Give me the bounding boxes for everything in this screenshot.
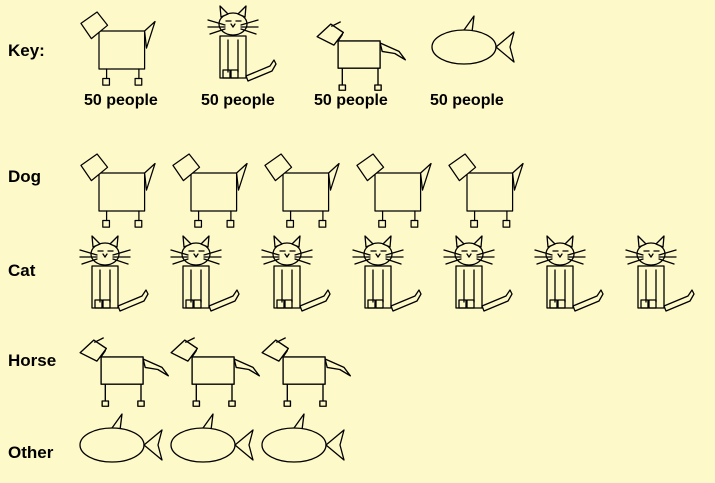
symbol-dog-3 <box>264 153 340 228</box>
row-label-horse: Horse <box>8 351 57 370</box>
key-value-horse: 50 people <box>314 92 388 109</box>
symbol-horse-2 <box>170 337 260 407</box>
symbol-cat-3 <box>261 235 331 312</box>
symbol-horse-1 <box>79 337 169 407</box>
symbol-cat-7 <box>625 235 695 312</box>
symbol-cat-5 <box>443 235 513 312</box>
symbol-cat-6 <box>534 235 604 312</box>
symbol-horse-3 <box>261 337 351 407</box>
symbol-dog-4 <box>356 153 432 228</box>
key-dog-icon <box>80 11 156 86</box>
key-value-cat: 50 people <box>201 92 275 109</box>
row-label-dog: Dog <box>8 167 42 186</box>
row-label-other: Other <box>8 443 54 462</box>
key-fish-icon <box>431 15 515 65</box>
symbol-cat-2 <box>170 235 240 312</box>
key-horse-icon <box>316 21 406 91</box>
symbol-other-1 <box>79 413 163 463</box>
key-value-dog: 50 people <box>84 92 158 109</box>
key-label: Key: <box>8 41 45 60</box>
symbol-other-2 <box>170 413 254 463</box>
symbol-dog-5 <box>448 153 524 228</box>
symbol-dog-1 <box>80 153 156 228</box>
key-cat-icon <box>207 5 277 82</box>
symbol-cat-4 <box>352 235 422 312</box>
symbol-other-3 <box>261 413 345 463</box>
key-value-fish: 50 people <box>430 92 504 109</box>
symbol-dog-2 <box>172 153 248 228</box>
symbol-cat-1 <box>79 235 149 312</box>
row-label-cat: Cat <box>8 261 36 280</box>
